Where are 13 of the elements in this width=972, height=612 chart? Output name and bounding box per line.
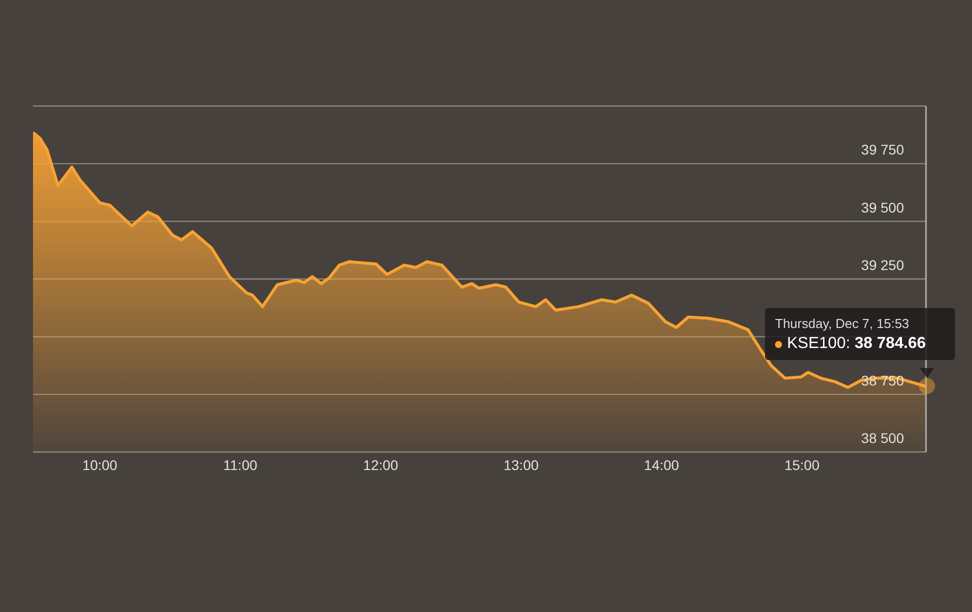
legend-label: KSE100: [787, 335, 850, 352]
x-tick-label: 15:00 [784, 456, 820, 473]
x-tick-label: 11:00 [223, 456, 258, 473]
x-tick-label: 14:00 [644, 456, 680, 473]
data-label: 38 784.66 [854, 335, 926, 352]
y-tick-label: 39 250 [861, 257, 904, 273]
x-tick-label: 12:00 [363, 456, 398, 473]
x-tick-label: 10:00 [82, 456, 118, 473]
y-tick-label: 38 500 [861, 430, 904, 446]
annotation: Thursday, Dec 7, 15:53 [775, 315, 910, 334]
x-tick-label: 13:00 [504, 456, 539, 473]
y-tick-label: 39 500 [861, 199, 904, 216]
y-tick-label: 39 750 [861, 142, 904, 158]
